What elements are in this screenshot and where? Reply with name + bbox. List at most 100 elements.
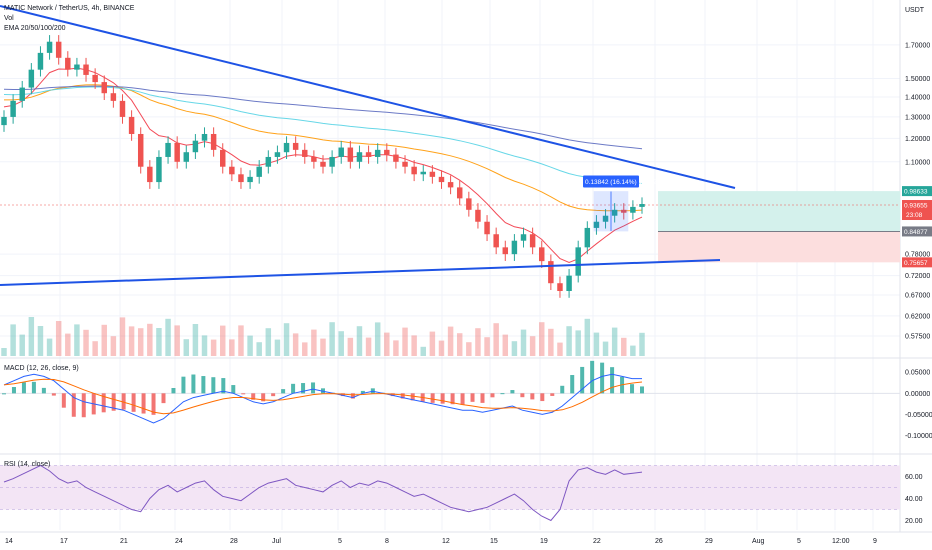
candle-body-23 — [210, 133, 217, 150]
time-tick-14: Aug — [752, 538, 765, 545]
time-tick-16: 12:00 — [832, 538, 850, 545]
candle-body-48 — [438, 176, 445, 183]
candle-body-1 — [10, 100, 16, 117]
macd-hist-28 — [281, 389, 286, 394]
candle-body-13 — [119, 100, 126, 117]
macd-hist-52 — [520, 393, 525, 398]
time-tick-6: 5 — [338, 538, 342, 545]
candle-body-29 — [265, 156, 272, 167]
volume-bar-54 — [493, 323, 499, 356]
volume-bar-35 — [320, 338, 326, 356]
measure-tool[interactable]: 0.13842 (16.14%) 13842 — [583, 175, 657, 232]
candle-body-35 — [320, 161, 326, 167]
volume-bar-46 — [420, 346, 426, 356]
volume-bar-16 — [147, 323, 153, 356]
time-tick-3: 24 — [175, 538, 183, 545]
candle-body-39 — [356, 152, 363, 162]
macd-hist-1 — [11, 387, 16, 394]
macd-hist-40 — [400, 393, 405, 399]
macd-hist-3 — [31, 381, 36, 394]
volume-bar-7 — [65, 333, 71, 356]
macd-hist-11 — [111, 393, 116, 411]
trendlines[interactable] — [0, 5, 736, 286]
volume-bar-69 — [630, 345, 636, 356]
ema-100-line — [3, 86, 643, 184]
macd-hist-26 — [261, 393, 266, 402]
candle-body-43 — [393, 154, 399, 162]
volume-bar-8 — [74, 324, 80, 356]
volume-bar-48 — [438, 340, 445, 356]
candle-body-26 — [238, 174, 244, 183]
macd-tick-3: -0.10000 — [905, 433, 932, 440]
macd-tick-2: -0.05000 — [905, 412, 932, 419]
volume-bar-27 — [247, 335, 253, 356]
volume-bar-0 — [1, 348, 7, 356]
macd-label[interactable]: MACD (12, 26, close, 9) — [4, 365, 79, 372]
time-tick-17: 9 — [873, 538, 877, 545]
currency-label: USDT — [905, 7, 925, 14]
candle-body-27 — [247, 176, 253, 183]
volume-bar-32 — [292, 333, 299, 356]
volume-bar-28 — [256, 342, 262, 356]
volume-bar-67 — [611, 327, 618, 356]
volume-bar-63 — [575, 330, 581, 356]
candle-body-16 — [147, 166, 153, 183]
volume-bar-55 — [502, 334, 509, 356]
macd-hist-0 — [2, 393, 6, 395]
axes: USDT 1.70000 1.50000 1.40000 1.30000 1.20000 1… — [5, 7, 932, 545]
macd-hist-18 — [181, 376, 186, 394]
candle-body-50 — [456, 187, 463, 199]
volume-bar-40 — [365, 337, 372, 356]
macd-hist-27 — [271, 393, 276, 397]
candle-body-5 — [46, 41, 53, 53]
candle-body-68 — [621, 209, 627, 213]
volume-bar-26 — [238, 325, 244, 356]
volume-label[interactable]: Vol — [4, 15, 14, 22]
price-tick-0: 1.70000 — [905, 42, 930, 49]
time-tick-1: 17 — [60, 538, 68, 545]
volume-bar-23 — [210, 339, 217, 356]
volume-bar-44 — [402, 327, 408, 356]
candle-body-12 — [110, 93, 117, 101]
rsi-label[interactable]: RSI (14, close) — [4, 461, 51, 468]
price-tag-bg-1 — [902, 200, 932, 221]
ascending-trendline — [0, 259, 721, 286]
candle-body-54 — [493, 234, 499, 248]
volume-bar-25 — [229, 339, 235, 356]
macd-hist-48 — [480, 393, 485, 403]
volume-bar-45 — [411, 335, 417, 356]
volume-bar-19 — [174, 325, 180, 356]
ema-label[interactable]: EMA 20/50/100/200 — [4, 25, 66, 32]
macd-hist-64 — [640, 386, 644, 394]
candle-body-64 — [584, 227, 591, 248]
volume-bar-24 — [220, 325, 226, 356]
volume-bar-11 — [101, 324, 107, 356]
volume-bar-34 — [311, 329, 317, 356]
candle-body-62 — [566, 275, 572, 292]
candle-body-38 — [347, 147, 354, 162]
candle-body-3 — [28, 69, 35, 88]
macd-hist-25 — [251, 393, 256, 400]
volume-bar-57 — [520, 329, 527, 356]
time-tick-4: 28 — [230, 538, 238, 545]
candle-body-66 — [602, 215, 609, 222]
symbol-label[interactable]: MATIC Network / TetherUS, 4h, BINANCE — [4, 5, 135, 12]
price-tick-9: 0.62000 — [905, 313, 930, 320]
macd-legend: MACD (12, 26, close, 9) — [4, 364, 79, 374]
time-tick-15: 5 — [797, 538, 801, 545]
price-tick-10: 0.57500 — [905, 334, 930, 341]
main-legend: MATIC Network / TetherUS, 4h, BINANCE Vo… — [4, 4, 134, 34]
risk-reward-zones[interactable] — [0, 191, 900, 263]
macd-tick-0: 0.05000 — [905, 370, 930, 377]
volume-bar-18 — [165, 318, 171, 356]
candle-body-34 — [311, 156, 317, 162]
volume-bar-59 — [539, 322, 545, 356]
candle-body-47 — [429, 171, 436, 177]
descending-trendline — [0, 5, 736, 189]
candle-body-69 — [630, 206, 636, 213]
macd-hist-23 — [231, 385, 236, 394]
grid — [0, 0, 932, 533]
macd-hist-4 — [41, 387, 46, 394]
volume-bar-21 — [192, 324, 199, 356]
